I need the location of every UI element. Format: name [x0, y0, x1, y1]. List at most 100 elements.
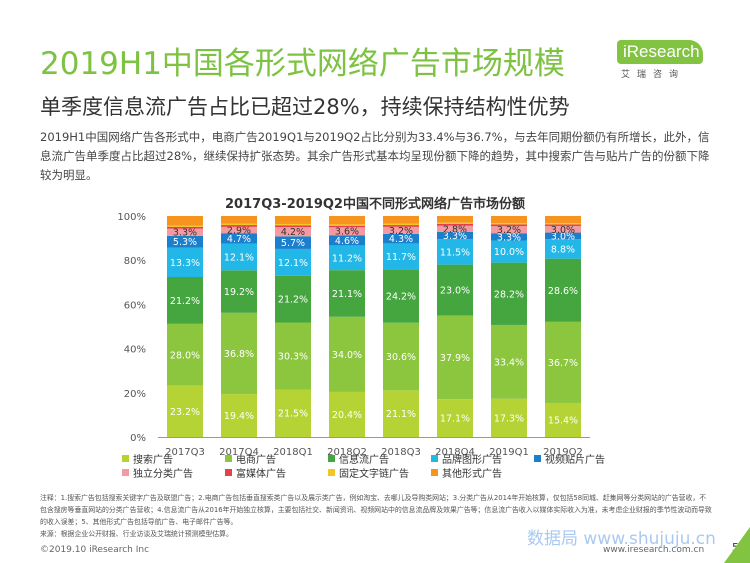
- bar-segment: [383, 223, 419, 226]
- bar-segment: [383, 390, 419, 437]
- bar-segment: [545, 239, 581, 259]
- data-label: 24.2%: [386, 292, 416, 303]
- logo-brand: iResearch: [617, 40, 703, 64]
- legend-label: 电商广告: [236, 453, 276, 466]
- data-label: 34.0%: [332, 350, 362, 361]
- data-label: 11.7%: [386, 252, 416, 263]
- data-label: 10.0%: [494, 247, 524, 258]
- bar-segment: [491, 240, 527, 263]
- bar-segment: [491, 398, 527, 437]
- x-tick-label: 2018Q4: [435, 447, 475, 458]
- bar-segment: [221, 223, 257, 226]
- bar-segment: [167, 228, 203, 236]
- data-label: 3.0%: [551, 225, 575, 236]
- bar-segment: [491, 216, 527, 224]
- watermark: 数据局 www.shujuju.cn: [527, 529, 716, 549]
- description-paragraph: 2019H1中国网络广告各形式中，电商广告2019Q1与2019Q2占比分别为3…: [40, 130, 710, 182]
- bar-segment: [275, 236, 311, 249]
- data-label: 3.3%: [443, 231, 467, 242]
- bar-segment: [275, 248, 311, 276]
- data-label: 15.4%: [548, 415, 578, 426]
- bar-segment: [221, 394, 257, 437]
- bar-segment: [221, 243, 257, 271]
- data-label: 30.6%: [386, 352, 416, 363]
- data-label: 28.0%: [170, 350, 200, 361]
- bar-segment: [491, 233, 527, 241]
- data-label: 28.6%: [548, 286, 578, 297]
- x-tick-label: 2017Q4: [219, 447, 259, 458]
- legend-label: 搜索广告: [133, 453, 173, 466]
- y-tick-label: 60%: [124, 300, 146, 311]
- data-label: 20.4%: [332, 410, 362, 421]
- bar-segment: [275, 322, 311, 390]
- bar-segment: [383, 233, 419, 244]
- logo-sub: 艾瑞咨询: [621, 70, 686, 80]
- x-tick-label: 2018Q3: [381, 447, 421, 458]
- data-label: 5.7%: [281, 238, 305, 249]
- bar-segment: [383, 269, 419, 323]
- data-label: 21.5%: [278, 409, 308, 420]
- website-url: www.iresearch.com.cn: [603, 545, 705, 555]
- data-label: 17.3%: [494, 413, 524, 424]
- y-tick-label: 0%: [130, 433, 146, 444]
- data-label: 17.1%: [440, 414, 470, 425]
- bar-segment: [437, 225, 473, 232]
- iresearch-logo: iResearch 艾瑞咨询: [617, 40, 709, 86]
- legend-swatch: [225, 455, 232, 462]
- y-tick-label: 20%: [124, 389, 146, 400]
- bar-segment: [275, 275, 311, 323]
- legend-label: 其他形式广告: [442, 467, 502, 480]
- page-subtitle: 单季度信息流广告占比已超过28%，持续保持结构性优势: [40, 95, 570, 119]
- data-label: 21.2%: [278, 295, 308, 306]
- bar-segment: [167, 216, 203, 226]
- corner-decoration: [724, 527, 750, 563]
- data-label: 11.5%: [440, 247, 470, 258]
- page-title: 2019H1中国各形式网络广告市场规模: [40, 46, 565, 82]
- legend-label: 固定文字链广告: [339, 467, 409, 480]
- notes: 注释：1.搜索广告包括搜索关键字广告及联盟广告；2.电商广告包括垂直搜索类广告以…: [40, 492, 712, 540]
- legend-label: 品牌图形广告: [442, 453, 502, 466]
- bar-segment: [491, 262, 527, 325]
- bar-segment: [329, 270, 365, 317]
- bar-segment: [329, 224, 365, 226]
- legend-swatch: [122, 455, 129, 462]
- data-label: 30.3%: [278, 352, 308, 363]
- chart-title: 2017Q3-2019Q2中国不同形式网络广告市场份额: [225, 197, 525, 212]
- data-label: 2.9%: [227, 226, 251, 237]
- data-label: 36.8%: [224, 349, 254, 360]
- bar-segment: [167, 276, 203, 324]
- data-label: 4.2%: [281, 227, 305, 238]
- copyright: ©2019.10 iResearch Inc: [40, 545, 150, 555]
- bar-segment: [221, 226, 257, 234]
- bar-segment: [383, 243, 419, 270]
- bar-segment: [275, 216, 311, 224]
- data-label: 23.2%: [170, 407, 200, 418]
- data-label: 3.3%: [497, 232, 521, 243]
- data-label: 21.1%: [332, 289, 362, 300]
- bar-segment: [437, 231, 473, 240]
- data-label: 3.2%: [497, 225, 521, 236]
- legend-label: 信息流广告: [339, 453, 389, 466]
- legend-swatch: [122, 469, 129, 476]
- bar-segment: [329, 216, 365, 225]
- data-label: 11.2%: [332, 253, 362, 264]
- bar-segment: [329, 245, 365, 271]
- data-label: 19.2%: [224, 287, 254, 298]
- data-label: 3.6%: [335, 227, 359, 238]
- data-label: 21.1%: [386, 409, 416, 420]
- bar-segment: [437, 239, 473, 265]
- data-label: 5.3%: [173, 237, 197, 248]
- bar-segment: [329, 391, 365, 437]
- bar-segment: [221, 312, 257, 395]
- legend-label: 独立分类广告: [133, 467, 193, 480]
- data-label: 28.2%: [494, 289, 524, 300]
- bar-segment: [437, 222, 473, 224]
- data-label: 13.3%: [170, 258, 200, 269]
- bar-segment: [275, 227, 311, 237]
- bar-segment: [383, 322, 419, 391]
- y-tick-label: 80%: [124, 256, 146, 267]
- bar-segment: [221, 233, 257, 244]
- data-label: 12.1%: [278, 258, 308, 269]
- bar-segment: [437, 315, 473, 400]
- bar-segment: [167, 247, 203, 277]
